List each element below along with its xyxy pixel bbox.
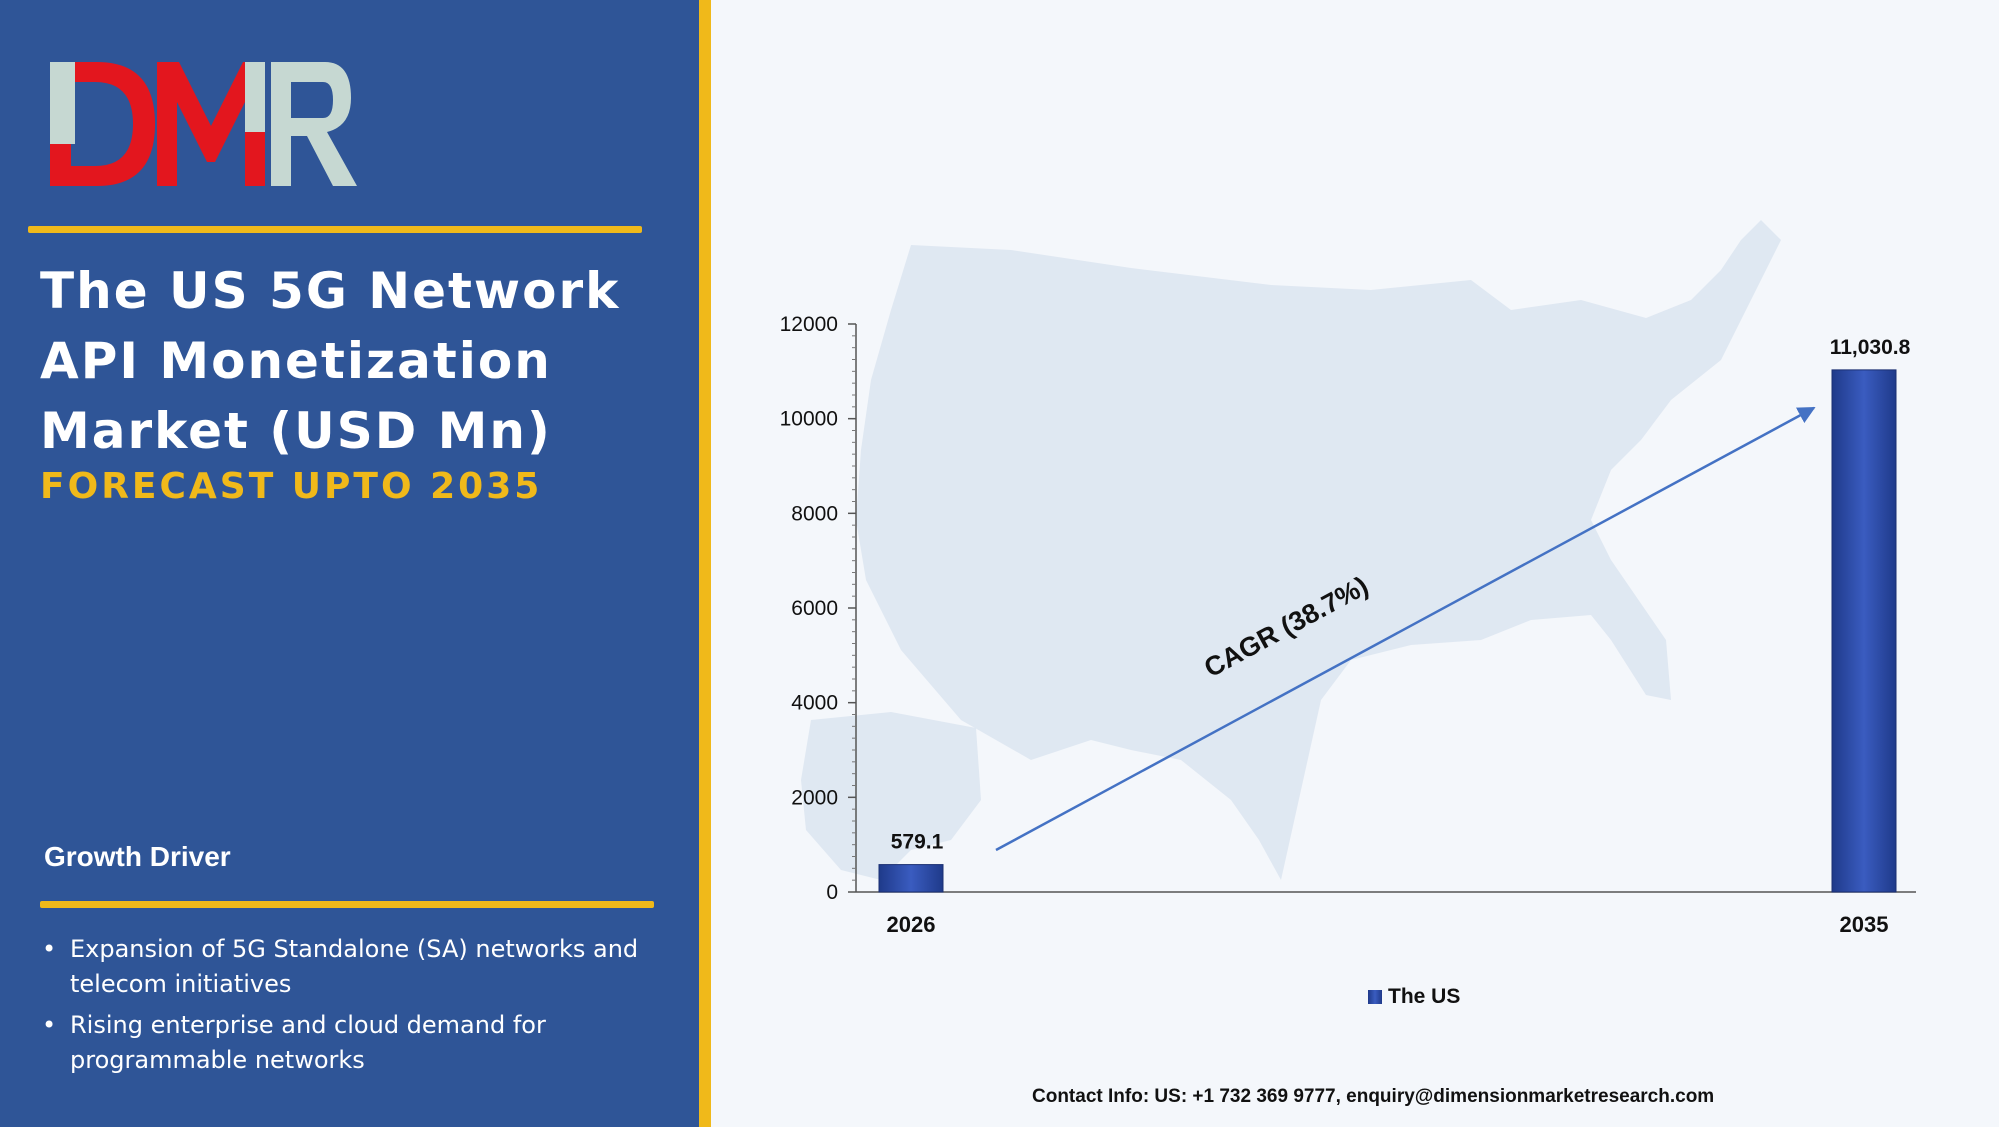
title-line-3: Market (USD Mn): [40, 402, 552, 460]
growth-driver-heading: Growth Driver: [44, 841, 231, 872]
y-tick-label: 4000: [791, 692, 838, 715]
y-tick-label: 2000: [791, 786, 838, 809]
y-tick-label: 0: [826, 881, 838, 904]
bullet-icon: •: [42, 935, 57, 963]
logo-underline: [28, 226, 642, 233]
dmr-logo: [50, 62, 357, 186]
growth-driver-item: • Rising enterprise and cloud demand for…: [40, 1008, 660, 1078]
us-map-silhouette: [856, 220, 1781, 880]
bar-chart: 0 2000 4000 6000 8000 10000 12000 579.1 2026 11,…: [780, 220, 1916, 1008]
growth-driver-item: • Expansion of 5G Standalone (SA) networ…: [40, 932, 660, 1002]
gold-divider: [699, 0, 711, 1127]
x-tick-label: 2035: [1840, 912, 1889, 937]
y-tick-label: 10000: [780, 408, 838, 431]
title-line-2: API Monetization: [40, 332, 552, 390]
forecast-subtitle: FORECAST UPTO 2035: [40, 466, 543, 507]
contact-info: Contact Info: US: +1 732 369 9777, enqui…: [1032, 1086, 1715, 1107]
y-tick-label: 8000: [791, 502, 838, 525]
growth-driver-item-line: telecom initiatives: [70, 970, 292, 998]
growth-driver-underline: [40, 901, 654, 908]
alaska-silhouette: [801, 712, 981, 880]
growth-driver-item-line: programmable networks: [70, 1046, 365, 1074]
bar-2035: [1831, 369, 1897, 893]
growth-driver-item-line: Rising enterprise and cloud demand for: [70, 1011, 546, 1039]
bullet-icon: •: [42, 1011, 57, 1039]
y-tick-label: 12000: [780, 313, 838, 336]
cagr-arrow: [995, 406, 1816, 852]
dmr-logo-mark: [50, 62, 357, 186]
growth-driver-item-line: Expansion of 5G Standalone (SA) networks…: [70, 935, 639, 963]
left-panel: [0, 0, 699, 1127]
legend-label: The US: [1388, 985, 1460, 1008]
page-title: The US 5G Network API Monetization Marke…: [40, 256, 680, 466]
chart-bars: 579.1 2026 11,030.8 2035: [878, 336, 1911, 937]
legend: The US: [1368, 985, 1460, 1008]
data-label: 579.1: [891, 831, 944, 854]
y-tick-label: 6000: [791, 597, 838, 620]
growth-driver-list: • Expansion of 5G Standalone (SA) networ…: [40, 932, 660, 1084]
x-tick-label: 2026: [887, 912, 936, 937]
legend-swatch: [1368, 990, 1382, 1004]
title-line-1: The US 5G Network: [40, 262, 621, 320]
bar-2026: [878, 864, 944, 893]
data-label: 11,030.8: [1830, 336, 1911, 359]
chart-axes: 0 2000 4000 6000 8000 10000 12000: [780, 313, 1916, 904]
